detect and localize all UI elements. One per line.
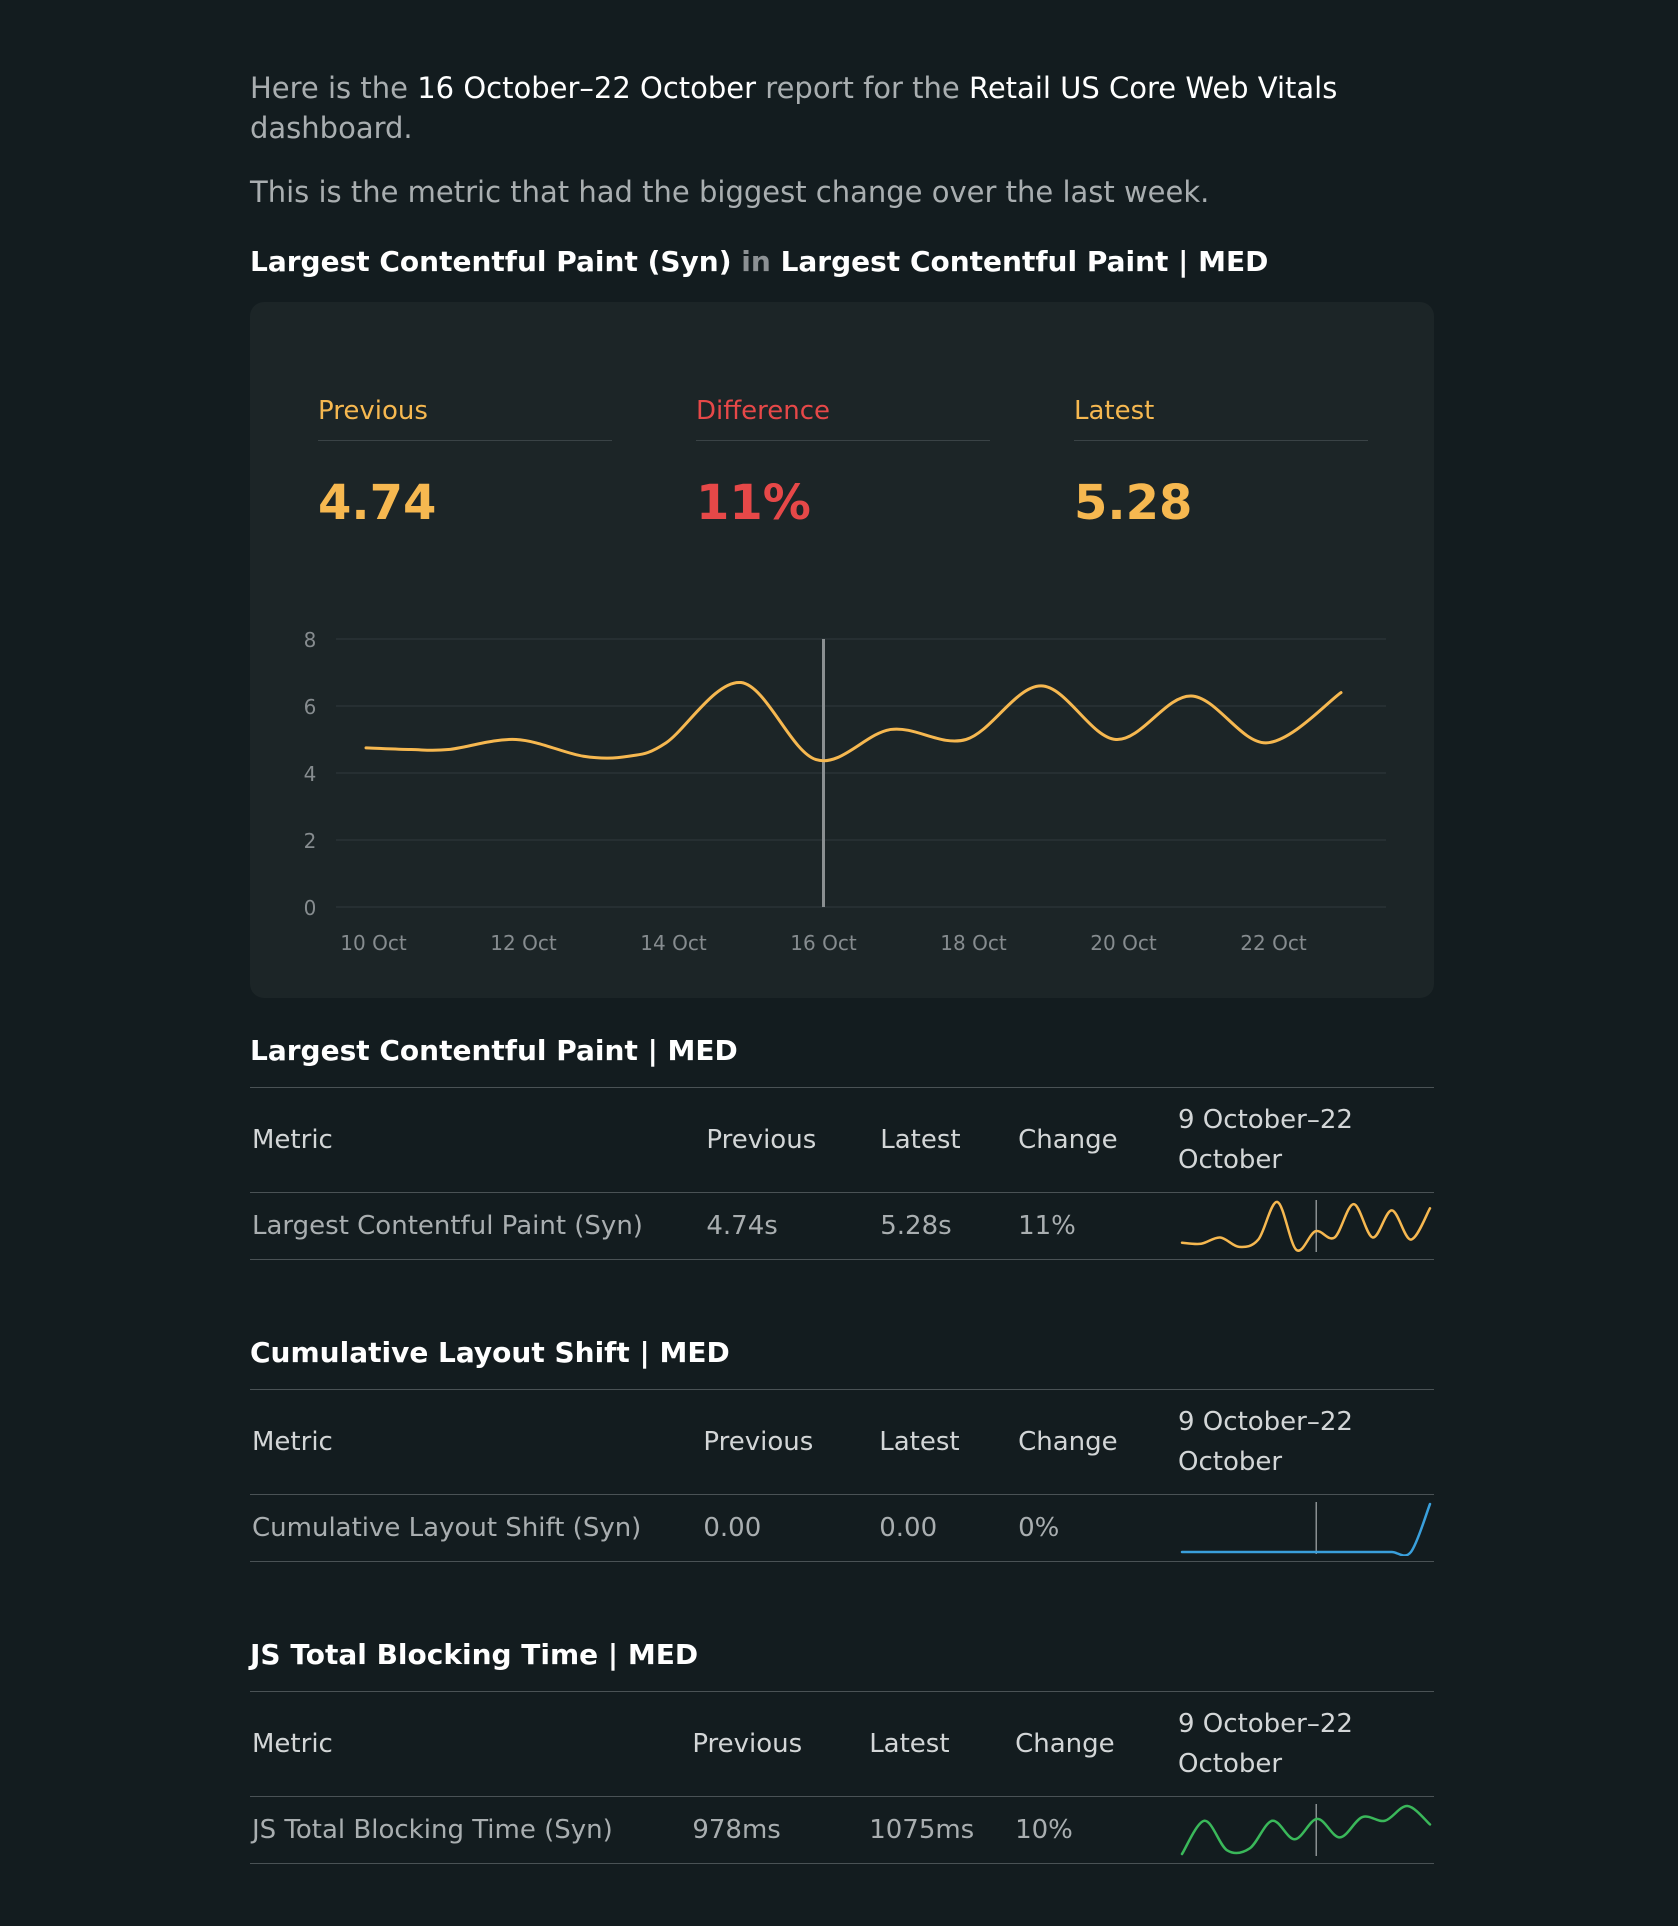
tbt-table: Metric Previous Latest Change 9 October–…	[250, 1691, 1434, 1864]
difference-value: 11%	[696, 475, 811, 531]
sparkline-cell	[1178, 1192, 1434, 1260]
col-previous: Previous	[692, 1691, 870, 1797]
y-tick-label: 6	[304, 695, 317, 719]
sparkline-path	[1180, 1502, 1432, 1556]
y-tick-label: 8	[304, 628, 317, 652]
section-title-lcp: Largest Contentful Paint | MED	[250, 1034, 738, 1067]
table-row: Cumulative Layout Shift (Syn) 0.00 0.00 …	[250, 1494, 1434, 1562]
col-metric: Metric	[250, 1389, 704, 1495]
x-tick-label: 20 Oct	[1090, 931, 1157, 955]
latest-stat: Latest 5.28	[1074, 396, 1368, 531]
previous-cell: 978ms	[692, 1796, 870, 1864]
col-previous: Previous	[703, 1389, 880, 1495]
latest-cell: 1075ms	[869, 1796, 1016, 1864]
col-change: Change	[1018, 1389, 1178, 1495]
sparkline-lcp	[1180, 1200, 1432, 1252]
change-cell: 10%	[1015, 1796, 1178, 1864]
intro-text: Here is the	[250, 71, 408, 105]
latest-value: 5.28	[1074, 475, 1193, 531]
x-tick-label: 12 Oct	[490, 931, 557, 955]
sparkline-path	[1180, 1200, 1432, 1252]
intro-subtext: This is the metric that had the biggest …	[250, 175, 1210, 209]
section-title-cls: Cumulative Layout Shift | MED	[250, 1336, 730, 1369]
sparkline-tbt	[1180, 1804, 1432, 1856]
x-tick-label: 22 Oct	[1240, 931, 1307, 955]
col-latest: Latest	[869, 1691, 1016, 1797]
col-metric: Metric	[250, 1087, 707, 1193]
sparkline-cls	[1180, 1502, 1432, 1556]
col-latest: Latest	[879, 1389, 1019, 1495]
report-date-range: 16 October–22 October	[417, 71, 757, 105]
table-row: JS Total Blocking Time (Syn) 978ms 1075m…	[250, 1796, 1434, 1864]
col-date-range: 9 October–22 October	[1178, 1389, 1434, 1495]
headline-group: Largest Contentful Paint | MED	[780, 245, 1269, 278]
difference-stat: Difference 11%	[696, 396, 990, 531]
intro-paragraph: Here is the 16 October–22 October report…	[250, 68, 1434, 148]
previous-cell: 4.74s	[706, 1192, 881, 1260]
intro-text: report for the	[765, 71, 960, 105]
table-row: Largest Contentful Paint (Syn) 4.74s 5.2…	[250, 1192, 1434, 1260]
headline-metric-title: Largest Contentful Paint (Syn) in Larges…	[250, 245, 1268, 278]
metric-link-tbt[interactable]: JS Total Blocking Time (Syn)	[250, 1796, 693, 1864]
x-tick-label: 16 Oct	[790, 931, 857, 955]
sparkline-cell	[1178, 1494, 1434, 1562]
col-previous: Previous	[706, 1087, 881, 1193]
previous-value: 4.74	[318, 475, 437, 531]
previous-stat: Previous 4.74	[318, 396, 612, 531]
dashboard-name: Retail US Core Web Vitals	[968, 71, 1338, 105]
x-tick-label: 14 Oct	[640, 931, 707, 955]
col-date-range: 9 October–22 October	[1178, 1087, 1434, 1193]
change-cell: 11%	[1018, 1192, 1178, 1260]
previous-cell: 0.00	[703, 1494, 880, 1562]
latest-label: Latest	[1074, 396, 1368, 441]
x-tick-label: 18 Oct	[940, 931, 1007, 955]
col-change: Change	[1018, 1087, 1178, 1193]
cls-table: Metric Previous Latest Change 9 October–…	[250, 1389, 1434, 1562]
lcp-table: Metric Previous Latest Change 9 October–…	[250, 1087, 1434, 1260]
y-tick-label: 2	[304, 829, 317, 853]
sparkline-cell	[1178, 1796, 1434, 1864]
previous-label: Previous	[318, 396, 612, 441]
y-tick-label: 4	[304, 762, 317, 786]
metric-summary-card: Previous 4.74 Difference 11% Latest 5.28…	[250, 302, 1434, 998]
col-change: Change	[1015, 1691, 1178, 1797]
intro-text: dashboard.	[250, 111, 413, 145]
difference-label: Difference	[696, 396, 990, 441]
col-latest: Latest	[880, 1087, 1019, 1193]
y-tick-label: 0	[304, 896, 317, 920]
change-cell: 0%	[1018, 1494, 1178, 1562]
metric-link-lcp[interactable]: Largest Contentful Paint (Syn)	[250, 1192, 707, 1260]
headline-metric: Largest Contentful Paint (Syn)	[250, 245, 732, 278]
line-chart: 0 2 4 6 8 10 Oct 12 Oct 14 Oct 16 Oct 18 Oct 20 Oc…	[304, 628, 1386, 955]
latest-cell: 5.28s	[880, 1192, 1019, 1260]
latest-cell: 0.00	[879, 1494, 1019, 1562]
metric-link-cls[interactable]: Cumulative Layout Shift (Syn)	[250, 1494, 704, 1562]
series-line	[364, 681, 1343, 763]
col-metric: Metric	[250, 1691, 693, 1797]
col-date-range: 9 October–22 October	[1178, 1691, 1434, 1797]
headline-connector: in	[741, 245, 771, 278]
x-tick-label: 10 Oct	[340, 931, 407, 955]
section-title-tbt: JS Total Blocking Time | MED	[250, 1638, 699, 1671]
sparkline-path	[1180, 1804, 1432, 1856]
